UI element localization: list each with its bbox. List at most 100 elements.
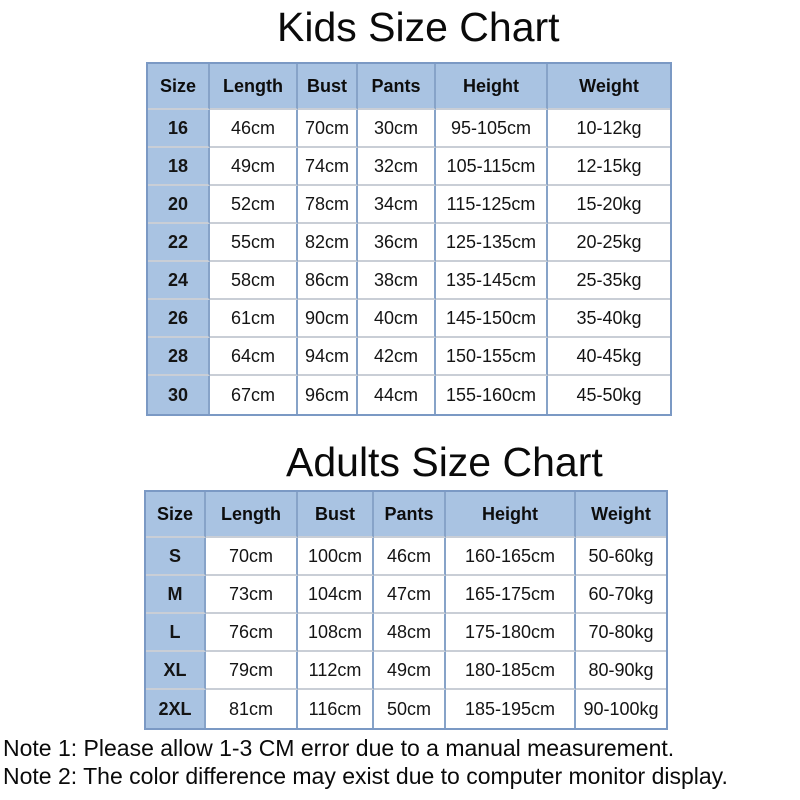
header-row: Size Length Bust Pants Height Weight bbox=[146, 492, 666, 538]
cell-length: 58cm bbox=[210, 262, 298, 300]
row-size-cell: 16 bbox=[148, 110, 210, 148]
column-header-height: Height bbox=[446, 492, 576, 538]
cell-bust: 100cm bbox=[298, 538, 374, 576]
column-header-bust: Bust bbox=[298, 64, 358, 110]
cell-height: 105-115cm bbox=[436, 148, 548, 186]
cell-length: 49cm bbox=[210, 148, 298, 186]
cell-length: 64cm bbox=[210, 338, 298, 376]
cell-bust: 78cm bbox=[298, 186, 358, 224]
column-header-bust: Bust bbox=[298, 492, 374, 538]
row-size-cell: 2XL bbox=[146, 690, 206, 728]
cell-pants: 30cm bbox=[358, 110, 436, 148]
column-header-size: Size bbox=[148, 64, 210, 110]
cell-weight: 25-35kg bbox=[548, 262, 670, 300]
cell-height: 135-145cm bbox=[436, 262, 548, 300]
cell-bust: 104cm bbox=[298, 576, 374, 614]
cell-pants: 47cm bbox=[374, 576, 446, 614]
cell-length: 79cm bbox=[206, 652, 298, 690]
cell-pants: 50cm bbox=[374, 690, 446, 728]
row-size-cell: XL bbox=[146, 652, 206, 690]
cell-weight: 15-20kg bbox=[548, 186, 670, 224]
table-row: S 70cm 100cm 46cm 160-165cm 50-60kg bbox=[146, 538, 666, 576]
cell-height: 125-135cm bbox=[436, 224, 548, 262]
table-row: 20 52cm 78cm 34cm 115-125cm 15-20kg bbox=[148, 186, 670, 224]
column-header-pants: Pants bbox=[374, 492, 446, 538]
cell-weight: 20-25kg bbox=[548, 224, 670, 262]
cell-height: 95-105cm bbox=[436, 110, 548, 148]
column-header-weight: Weight bbox=[548, 64, 670, 110]
cell-pants: 32cm bbox=[358, 148, 436, 186]
cell-bust: 96cm bbox=[298, 376, 358, 414]
cell-height: 160-165cm bbox=[446, 538, 576, 576]
cell-height: 150-155cm bbox=[436, 338, 548, 376]
kids-size-table: Size Length Bust Pants Height Weight 16 46cm 70c… bbox=[146, 62, 672, 416]
cell-weight: 50-60kg bbox=[576, 538, 666, 576]
header-row: Size Length Bust Pants Height Weight bbox=[148, 64, 670, 110]
row-size-cell: 24 bbox=[148, 262, 210, 300]
cell-length: 70cm bbox=[206, 538, 298, 576]
cell-weight: 60-70kg bbox=[576, 576, 666, 614]
cell-height: 185-195cm bbox=[446, 690, 576, 728]
cell-bust: 94cm bbox=[298, 338, 358, 376]
cell-length: 76cm bbox=[206, 614, 298, 652]
cell-weight: 90-100kg bbox=[576, 690, 666, 728]
table-row: 30 67cm 96cm 44cm 155-160cm 45-50kg bbox=[148, 376, 670, 414]
column-header-pants: Pants bbox=[358, 64, 436, 110]
column-header-size: Size bbox=[146, 492, 206, 538]
cell-pants: 44cm bbox=[358, 376, 436, 414]
table-row: 18 49cm 74cm 32cm 105-115cm 12-15kg bbox=[148, 148, 670, 186]
cell-weight: 70-80kg bbox=[576, 614, 666, 652]
table-row: 22 55cm 82cm 36cm 125-135cm 20-25kg bbox=[148, 224, 670, 262]
row-size-cell: M bbox=[146, 576, 206, 614]
cell-height: 165-175cm bbox=[446, 576, 576, 614]
cell-weight: 35-40kg bbox=[548, 300, 670, 338]
cell-height: 115-125cm bbox=[436, 186, 548, 224]
row-size-cell: L bbox=[146, 614, 206, 652]
cell-length: 81cm bbox=[206, 690, 298, 728]
note-measurement-disclaimer: Note 1: Please allow 1-3 CM error due to… bbox=[3, 735, 675, 761]
cell-weight: 10-12kg bbox=[548, 110, 670, 148]
cell-height: 180-185cm bbox=[446, 652, 576, 690]
column-header-length: Length bbox=[206, 492, 298, 538]
cell-weight: 12-15kg bbox=[548, 148, 670, 186]
row-size-cell: 20 bbox=[148, 186, 210, 224]
cell-pants: 42cm bbox=[358, 338, 436, 376]
cell-height: 145-150cm bbox=[436, 300, 548, 338]
cell-weight: 40-45kg bbox=[548, 338, 670, 376]
table-row: XL 79cm 112cm 49cm 180-185cm 80-90kg bbox=[146, 652, 666, 690]
cell-pants: 49cm bbox=[374, 652, 446, 690]
row-size-cell: 28 bbox=[148, 338, 210, 376]
cell-length: 52cm bbox=[210, 186, 298, 224]
cell-bust: 86cm bbox=[298, 262, 358, 300]
kids-chart-title: Kids Size Chart bbox=[277, 4, 560, 50]
column-header-length: Length bbox=[210, 64, 298, 110]
cell-pants: 34cm bbox=[358, 186, 436, 224]
row-size-cell: 18 bbox=[148, 148, 210, 186]
row-size-cell: 26 bbox=[148, 300, 210, 338]
row-size-cell: S bbox=[146, 538, 206, 576]
table-row: L 76cm 108cm 48cm 175-180cm 70-80kg bbox=[146, 614, 666, 652]
cell-bust: 70cm bbox=[298, 110, 358, 148]
cell-length: 46cm bbox=[210, 110, 298, 148]
cell-pants: 36cm bbox=[358, 224, 436, 262]
adults-chart-title: Adults Size Chart bbox=[286, 439, 603, 485]
cell-bust: 90cm bbox=[298, 300, 358, 338]
cell-pants: 40cm bbox=[358, 300, 436, 338]
cell-weight: 45-50kg bbox=[548, 376, 670, 414]
row-size-cell: 22 bbox=[148, 224, 210, 262]
cell-bust: 116cm bbox=[298, 690, 374, 728]
table-row: 24 58cm 86cm 38cm 135-145cm 25-35kg bbox=[148, 262, 670, 300]
cell-length: 67cm bbox=[210, 376, 298, 414]
cell-pants: 38cm bbox=[358, 262, 436, 300]
cell-pants: 46cm bbox=[374, 538, 446, 576]
cell-bust: 112cm bbox=[298, 652, 374, 690]
table-row: 16 46cm 70cm 30cm 95-105cm 10-12kg bbox=[148, 110, 670, 148]
cell-weight: 80-90kg bbox=[576, 652, 666, 690]
table-row: 2XL 81cm 116cm 50cm 185-195cm 90-100kg bbox=[146, 690, 666, 728]
cell-bust: 74cm bbox=[298, 148, 358, 186]
cell-height: 155-160cm bbox=[436, 376, 548, 414]
cell-bust: 82cm bbox=[298, 224, 358, 262]
cell-length: 61cm bbox=[210, 300, 298, 338]
cell-length: 73cm bbox=[206, 576, 298, 614]
adults-size-table: Size Length Bust Pants Height Weight S 70cm 100c… bbox=[144, 490, 668, 730]
